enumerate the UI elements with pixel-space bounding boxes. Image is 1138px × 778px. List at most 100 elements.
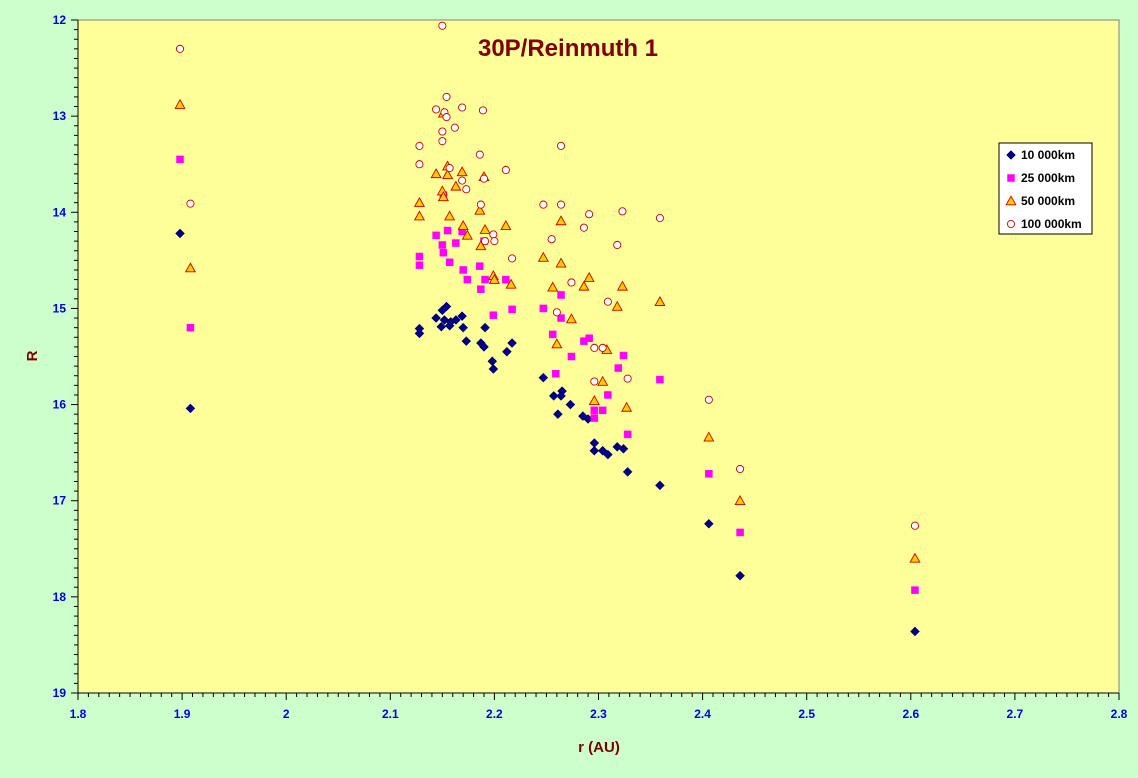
data-point-triangle: [430, 168, 442, 179]
data-point-diamond: [461, 336, 472, 346]
x-tick-label: 2.7: [1007, 707, 1024, 721]
series-0: [175, 228, 920, 637]
data-point-square: [539, 304, 548, 313]
data-point-triangle: [413, 210, 426, 221]
data-point-diamond: [441, 301, 452, 312]
data-point-circle: [910, 521, 920, 530]
data-point-triangle: [488, 273, 500, 284]
data-point-triangle: [457, 220, 469, 230]
data-point-square: [477, 285, 485, 293]
data-point-triangle: [703, 431, 715, 442]
data-point-diamond: [436, 321, 447, 332]
legend-box: [998, 142, 1093, 235]
data-point-circle: [547, 235, 556, 244]
data-point-square: [552, 370, 560, 378]
data-point-triangle: [547, 281, 559, 292]
data-point-circle: [478, 106, 487, 115]
data-point-circle: [590, 343, 599, 352]
data-point-circle: [438, 137, 447, 146]
data-point-diamond: [479, 342, 489, 352]
data-point-diamond: [910, 626, 920, 637]
data-point-diamond: [589, 445, 600, 456]
data-point-diamond: [553, 409, 563, 420]
data-point-circle: [458, 103, 467, 112]
x-tick-label: 2.8: [1111, 707, 1128, 721]
data-point-diamond: [622, 467, 633, 477]
series-3: [175, 21, 920, 530]
y-tick-label: 13: [53, 109, 67, 123]
data-point-square: [590, 414, 599, 422]
data-point-square: [604, 391, 612, 399]
data-point-square: [585, 334, 593, 342]
data-points: [174, 21, 921, 637]
data-point-circle: [556, 141, 566, 150]
data-point-square: [619, 351, 628, 360]
data-point-triangle: [450, 180, 462, 191]
data-point-triangle: [555, 257, 567, 268]
data-point-circle: [175, 44, 185, 53]
data-point-triangle: [616, 280, 629, 291]
y-tick-label: 14: [53, 205, 67, 219]
data-point-diamond: [703, 518, 714, 529]
data-point-triangle: [597, 375, 609, 386]
x-tick-label: 2.6: [902, 707, 919, 721]
chart-title: 30P/Reinmuth 1: [478, 35, 658, 62]
data-point-square: [459, 266, 467, 274]
axes: 12 13 14 15 16 17 18 191.8 1.9 2 2.1 2.2 2.3 2.4 2.5 2.…: [53, 13, 1128, 721]
data-point-triangle: [500, 220, 512, 230]
data-point-triangle: [505, 278, 517, 289]
data-point-triangle: [565, 313, 578, 324]
data-point-triangle: [555, 215, 567, 226]
data-point-diamond: [431, 313, 441, 323]
data-point-circle: [479, 174, 489, 183]
data-point-square: [557, 291, 565, 299]
data-point-diamond: [458, 322, 469, 333]
data-point-square: [736, 528, 744, 537]
data-point-square: [656, 375, 664, 384]
data-point-square: [590, 406, 599, 415]
data-point-triangle: [551, 338, 563, 349]
legend: 10 000km 25 000km 50 000km 100 000km: [998, 142, 1093, 235]
y-tick-label: 15: [53, 301, 67, 315]
data-point-diamond: [480, 322, 490, 333]
data-point-circle: [539, 200, 548, 209]
data-point-square: [548, 330, 557, 339]
data-point-circle: [552, 308, 561, 317]
data-point-circle: [655, 214, 664, 223]
data-point-circle: [415, 160, 424, 169]
data-point-circle: [501, 165, 510, 175]
data-point-circle: [590, 377, 599, 386]
x-tick-label: 1.8: [70, 707, 87, 721]
data-point-square: [705, 470, 713, 478]
data-point-square: [415, 252, 424, 261]
x-tick-label: 2.4: [694, 707, 711, 721]
data-point-circle: [508, 254, 517, 263]
data-point-square: [567, 352, 576, 361]
y-tick-label: 18: [53, 590, 67, 604]
data-point-triangle: [909, 552, 921, 563]
y-tick-label: 16: [53, 398, 67, 412]
data-point-triangle: [734, 494, 746, 505]
data-point-square: [439, 248, 448, 257]
data-point-diamond: [488, 364, 499, 374]
data-point-circle: [736, 464, 745, 474]
data-point-circle: [598, 343, 607, 352]
data-point-circle: [438, 127, 447, 136]
data-point-circle: [567, 278, 576, 287]
data-point-circle: [186, 199, 195, 208]
data-point-diamond: [507, 338, 517, 348]
data-point-circle: [480, 237, 490, 246]
data-point-circle: [458, 176, 467, 185]
data-point-square: [489, 311, 498, 319]
data-point-diamond: [618, 443, 629, 454]
data-point-circle: [490, 237, 499, 246]
data-point-triangle: [437, 191, 449, 202]
x-tick-label: 2.3: [590, 707, 607, 721]
data-point-triangle: [578, 280, 590, 291]
data-point-diamond: [565, 399, 576, 410]
data-point-triangle: [456, 166, 468, 177]
data-point-circle: [442, 113, 451, 122]
data-point-triangle: [441, 169, 454, 180]
data-point-square: [438, 241, 447, 249]
